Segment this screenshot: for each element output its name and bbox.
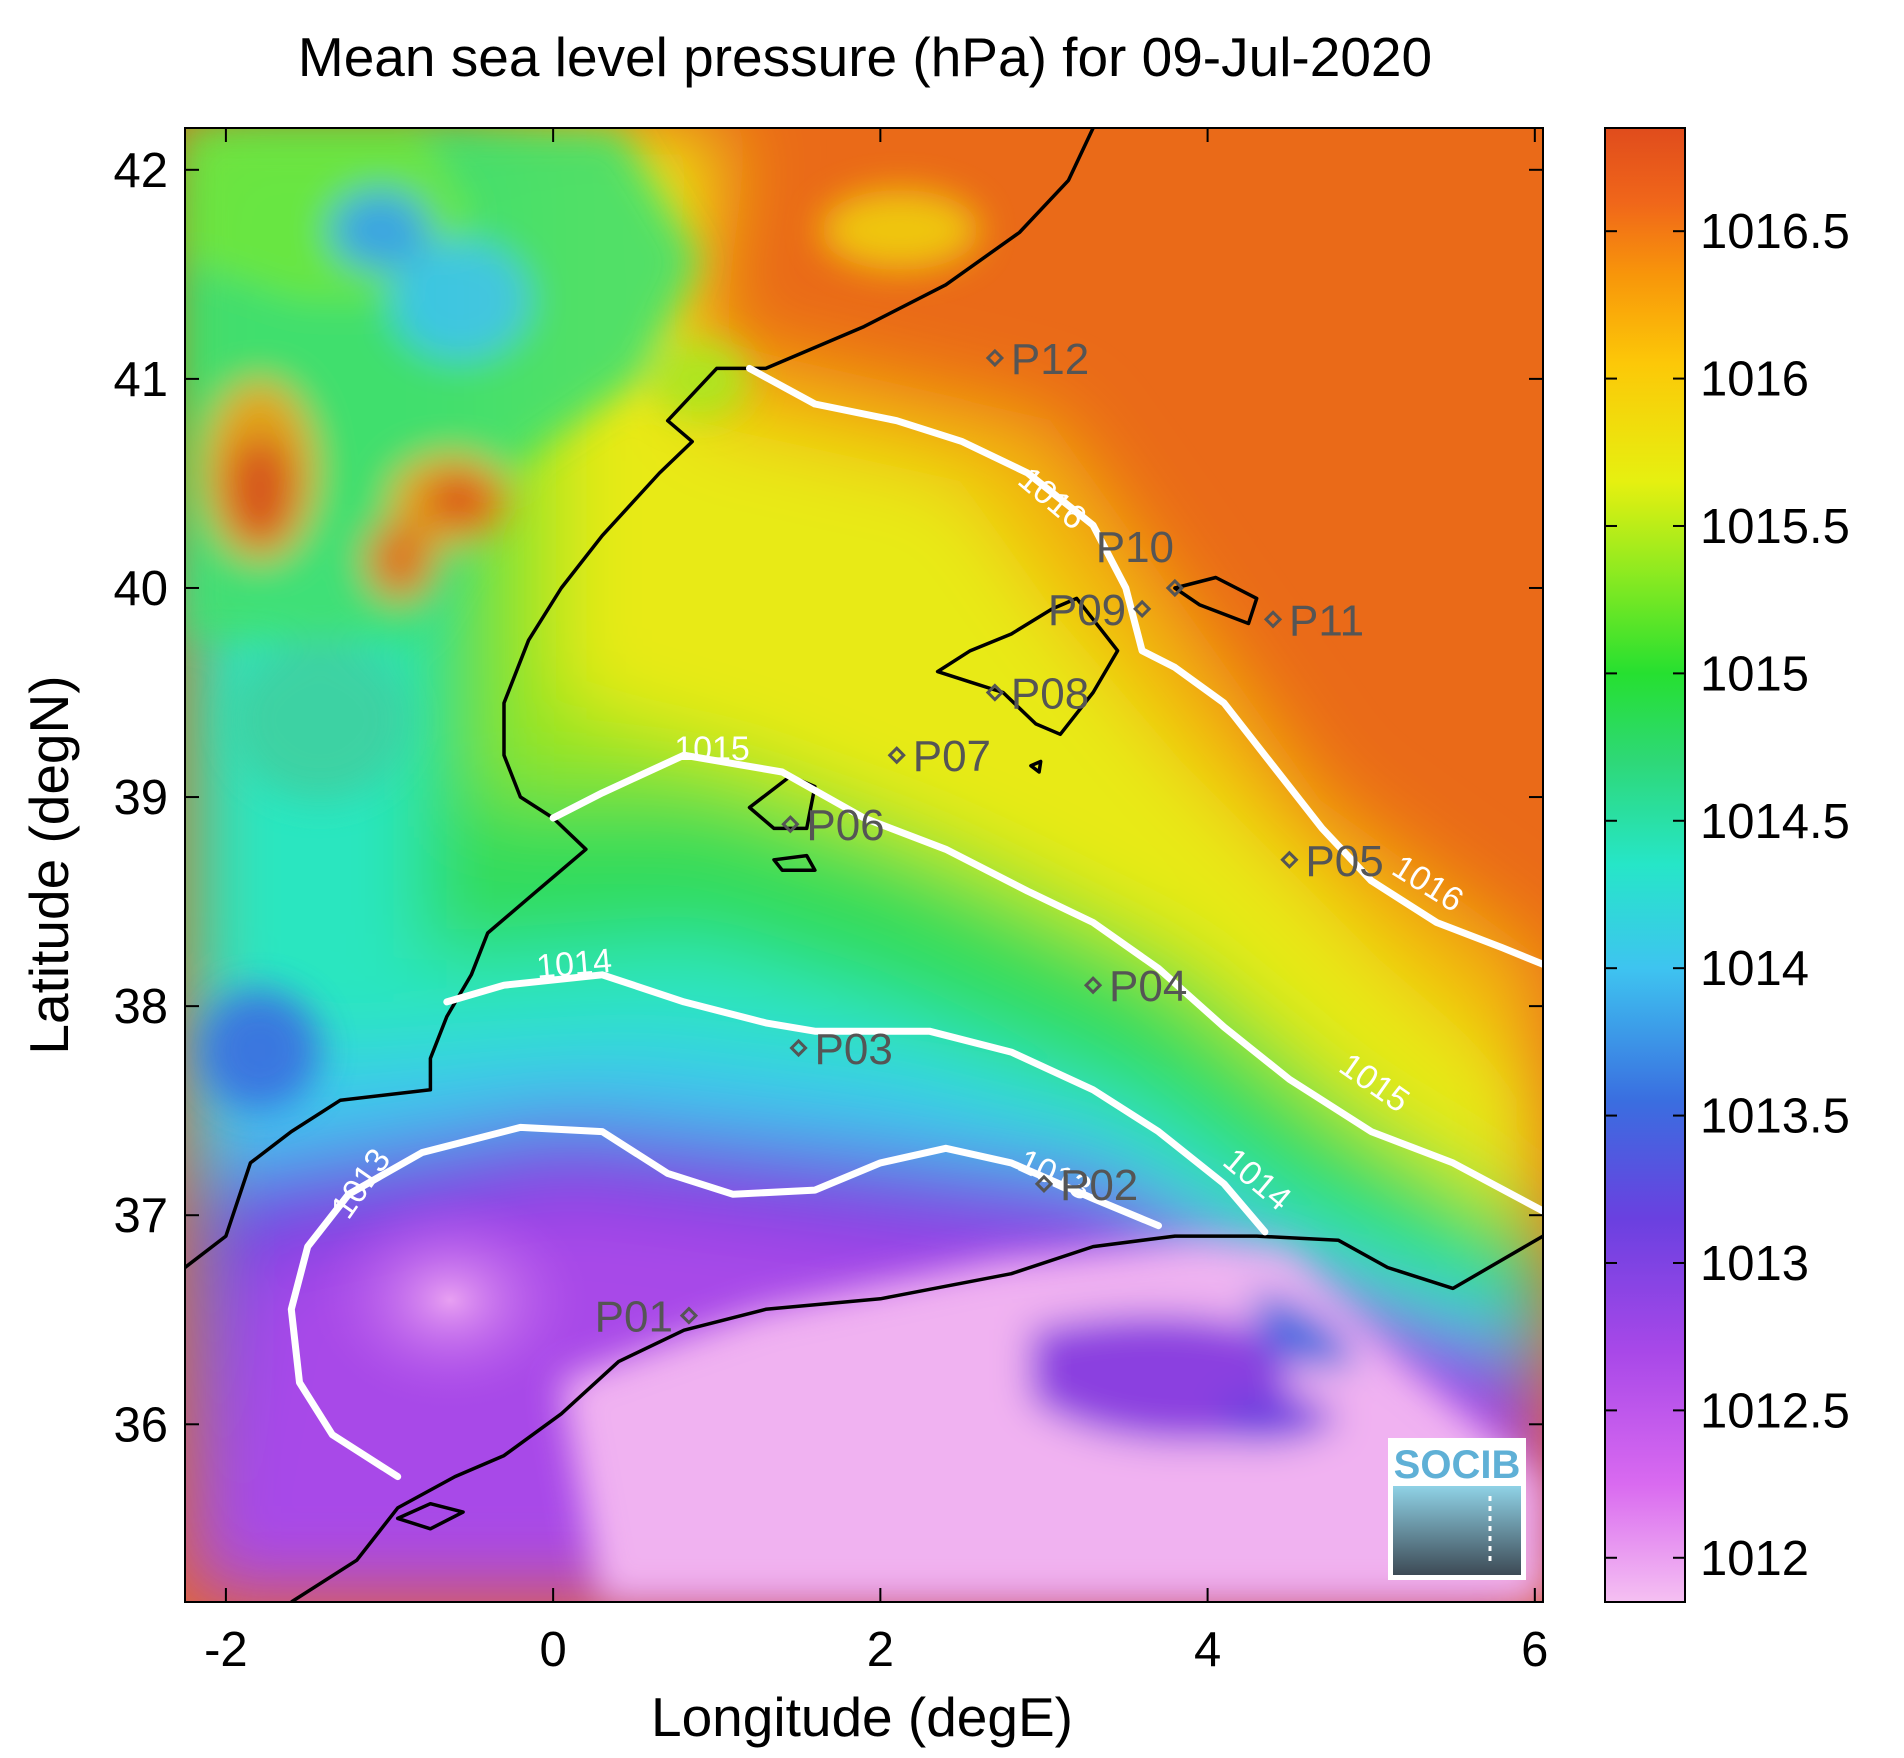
colorbar-tick-label: 1016.5 [1700,205,1850,259]
x-tick-label: 0 [539,1623,566,1677]
colorbar-tick-label: 1013 [1700,1237,1809,1291]
station-marker-p09 [1133,599,1152,619]
station-label-p04: P04 [1109,962,1187,1011]
coastline-alboran [395,1501,465,1531]
y-tick-label: 42 [113,144,168,198]
plot-area: 1013 1013 1014 1014 1015 1015 1016 1016 … [185,128,1543,1602]
coastline-iberia [185,128,1095,1269]
station-label-p12: P12 [1011,335,1089,384]
station-label-p10: P10 [1096,523,1174,572]
station-label-p09: P09 [1048,586,1126,635]
socib-logo-text: SOCIB [1394,1443,1521,1487]
x-tick-label: 6 [1521,1623,1548,1677]
coastline-formentera [772,853,817,872]
contour-label-1014-west: 1014 [535,942,614,986]
socib-logo: SOCIB [1388,1438,1526,1580]
y-axis: Latitude (degN) 36 37 38 39 40 41 42 [18,144,1543,1452]
station-marker-p10 [1165,578,1184,598]
coastlines [185,128,1543,1602]
station-marker-p05 [1280,850,1299,869]
coastline-cabrera [1029,759,1043,774]
y-tick-label: 37 [113,1189,168,1243]
colorbar-tick-label: 1012 [1700,1532,1809,1586]
station-label-p07: P07 [913,732,991,781]
y-axis-title: Latitude (degN) [18,675,80,1054]
station-label-p11: P11 [1289,596,1364,645]
station-label-p03: P03 [815,1025,893,1074]
y-tick-label: 41 [113,353,168,407]
colorbar-tick-label: 1012.5 [1700,1384,1850,1438]
station-marker-p07 [887,746,906,765]
station-marker-p04 [1083,976,1103,995]
x-tick-label: 4 [1194,1623,1221,1677]
station-marker-p02 [1034,1174,1054,1193]
station-marker-p01 [679,1306,699,1325]
y-tick-label: 40 [113,562,168,616]
station-marker-p08 [985,683,1005,702]
station-points: P01 P02 P03 P04 P05 P06 P07 P08 P09 P10 P11 P12 [595,335,1384,1342]
coastline-north-africa [290,1234,1543,1602]
contour-line-1015 [549,751,1543,1215]
x-axis: Longitude (degE) -2 0 2 4 6 [204,128,1548,1748]
map-title: Mean sea level pressure (hPa) for 09-Jul… [298,26,1432,88]
station-label-p02: P02 [1060,1161,1138,1210]
colorbar-tick-label: 1014.5 [1700,795,1850,849]
station-marker-p12 [985,348,1005,368]
colorbar-tick-label: 1016 [1700,353,1809,407]
colorbar-tick-label: 1015.5 [1700,500,1850,554]
coastline-mallorca [935,596,1120,737]
station-marker-p03 [789,1038,808,1058]
contour-line-1016 [746,364,1543,968]
coastline-ibiza [747,774,817,831]
colorbar: 1012 1012.5 1013 1013.5 1014 1014.5 1015 1015.5… [1604,127,1850,1603]
station-label-p01: P01 [595,1293,673,1342]
station-marker-p11 [1263,610,1283,629]
colorbar-tick-label: 1014 [1700,942,1809,996]
station-label-p06: P06 [806,801,884,850]
station-marker-p06 [781,815,800,834]
coastline-menorca [1173,575,1259,626]
station-label-p05: P05 [1305,837,1383,886]
y-tick-label: 36 [113,1398,168,1452]
x-tick-label: 2 [867,1623,894,1677]
pressure-field [185,128,1543,1602]
contour-line-1013 [287,1123,1162,1481]
x-tick-label: -2 [204,1623,248,1677]
station-label-p08: P08 [1011,670,1089,719]
x-axis-title: Longitude (degE) [651,1686,1073,1748]
contour-label-1015-west: 1015 [674,730,750,768]
colorbar-gradient [1604,127,1686,1603]
colorbar-tick-label: 1015 [1700,647,1809,701]
colorbar-tick-label: 1013.5 [1700,1090,1850,1144]
plot-frame [184,127,1544,1603]
pressure-contours [287,364,1543,1481]
y-tick-label: 39 [113,771,168,825]
y-tick-label: 38 [113,980,168,1034]
contour-line-1014 [443,971,1269,1236]
